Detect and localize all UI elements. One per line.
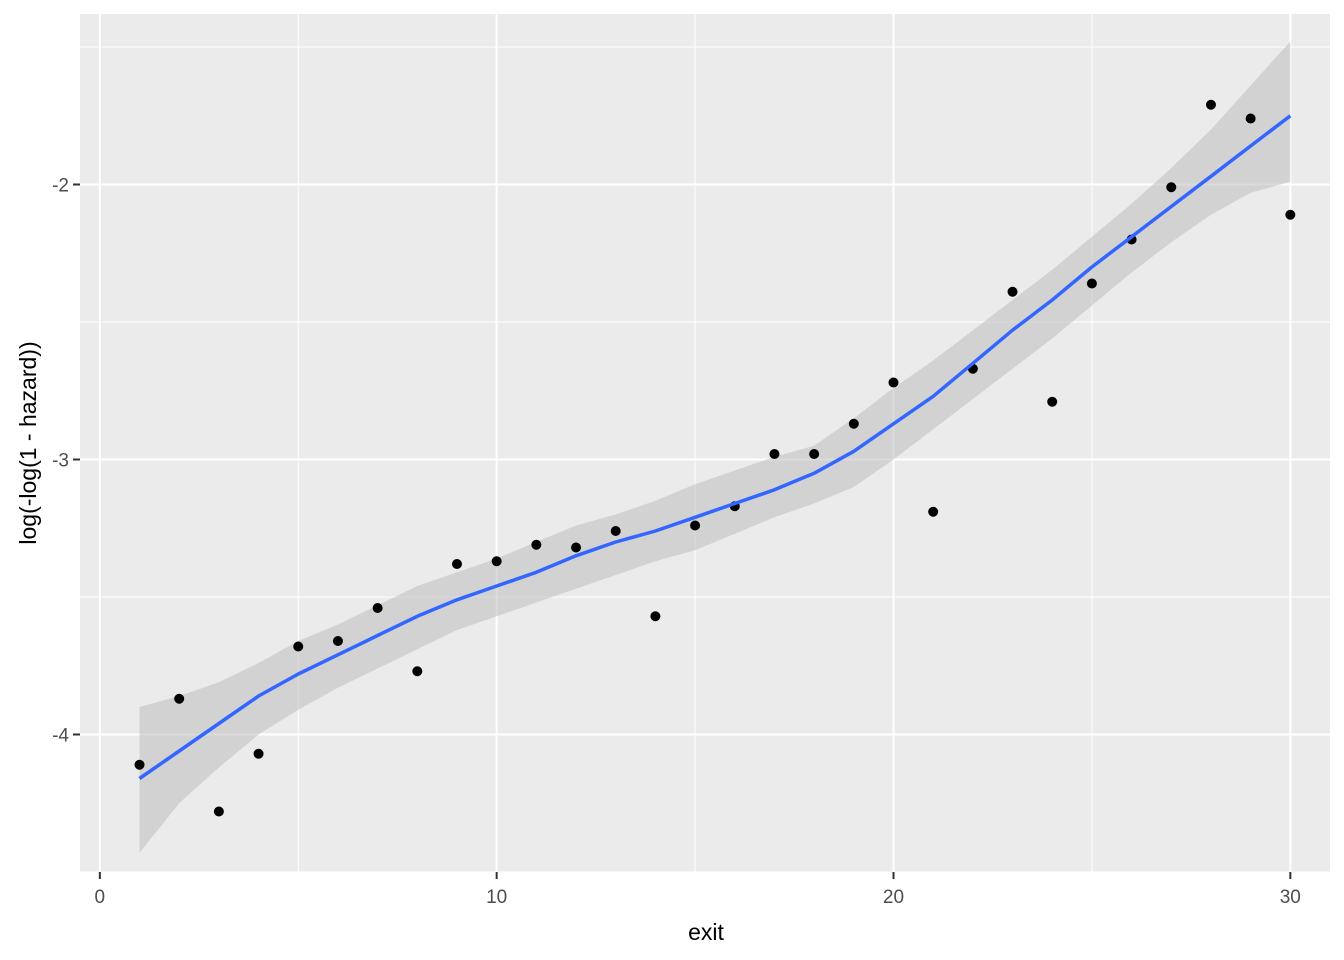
data-point [928,506,939,517]
x-axis-title: exit [688,919,724,945]
data-point [769,449,780,459]
y-tick-label: -4 [52,726,69,747]
data-point [412,666,423,677]
data-point [451,559,462,569]
data-point [888,377,899,388]
smooth-line [138,114,1292,780]
x-tick-label: 30 [1280,887,1301,908]
data-point [293,641,304,652]
data-point [372,603,383,613]
data-point [1007,286,1018,297]
data-point [809,449,820,459]
data-point [650,611,661,622]
data-point [571,542,582,553]
data-point [332,636,343,646]
data-point [174,693,185,704]
data-point [1047,396,1058,407]
data-point [1245,113,1256,124]
plot-panel [80,14,1330,872]
x-tick-label: 20 [883,887,904,908]
data-point [1285,209,1296,220]
data-point [1086,278,1097,289]
x-tick-label: 10 [486,887,507,908]
y-axis-title: log(-log(1 - hazard)) [15,341,41,544]
data-point [531,539,542,550]
x-tick-label: 0 [95,887,106,908]
y-tick-label: -3 [52,451,69,472]
data-point [610,526,621,536]
data-point [1205,99,1216,110]
data-point [491,556,502,567]
y-tick-label: -2 [52,176,69,197]
data-point [1166,182,1177,193]
data-point [213,806,224,817]
x-axis-ticks: 0 10 20 30 [95,872,1301,908]
data-point [253,748,264,759]
data-point [690,520,701,531]
data-points [134,99,1296,817]
minor-gridlines [80,14,1330,873]
major-gridlines [80,14,1330,872]
y-axis-ticks: -4 -3 -2 [52,176,80,747]
data-point [848,418,859,429]
data-point [134,759,145,770]
